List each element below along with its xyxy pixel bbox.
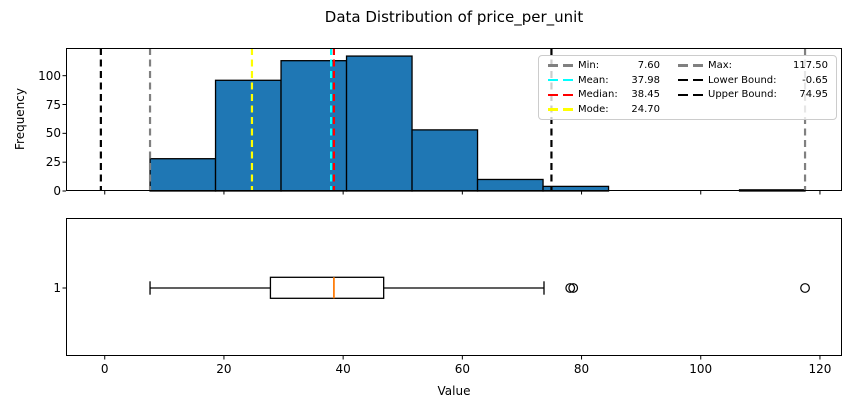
histogram-bar (280, 60, 348, 192)
legend-item-upper-bound: Upper Bound: 74.95 (678, 88, 828, 103)
legend-text: Max: 117.50 (708, 60, 828, 71)
legend-item-max: Max: 117.50 (678, 58, 828, 73)
box-y-tick-label: 1 (53, 281, 61, 295)
iqr-box (269, 276, 385, 299)
legend-text: Lower Bound: -0.65 (708, 75, 828, 86)
hist-y-tick-label: 100 (38, 68, 61, 83)
legend-label: Mode: (578, 104, 609, 116)
legend-value: 24.70 (631, 104, 660, 116)
hist-y-axis-label: Frequency (13, 88, 27, 150)
legend-dashed-line-swatch (548, 78, 573, 82)
legend-column: Max: 117.50 Lower Bound: -0.65 Upper Bound: 7… (678, 58, 828, 117)
x-tick-label: 40 (335, 362, 351, 376)
legend-value: 74.95 (799, 89, 828, 101)
legend-dashed-line-swatch (678, 64, 703, 67)
box-spines (66, 218, 842, 356)
legend-dashed-line-swatch (678, 93, 703, 97)
legend-text: Mean: 37.98 (578, 75, 660, 86)
legend-dashed-line-swatch (548, 93, 573, 97)
x-tick-label: 0 (100, 362, 109, 376)
boxplot-panel (62, 218, 842, 360)
legend-text: Median: 38.45 (578, 89, 660, 100)
hist-spines (66, 48, 842, 191)
outlier-point (565, 283, 576, 293)
legend-label: Lower Bound: (708, 74, 777, 86)
histogram-bar (345, 55, 413, 192)
legend-dashed-line-swatch (548, 64, 573, 67)
hist-y-tick-label: 25 (45, 155, 61, 170)
legend-value: -0.65 (802, 74, 828, 86)
legend-text: Mode: 24.70 (578, 104, 660, 115)
legend-item-min: Min: 7.60 (548, 58, 660, 73)
x-tick-label: 60 (454, 362, 470, 376)
legend-item-mean: Mean: 37.98 (548, 73, 660, 88)
legend-value: 7.60 (637, 59, 660, 71)
x-tick-label: 20 (216, 362, 232, 376)
hist-y-tick-label: 75 (45, 97, 61, 112)
x-tick-label: 100 (689, 362, 713, 376)
legend-item-mode: Mode: 24.70 (548, 102, 660, 117)
histogram-bar (149, 158, 217, 192)
histogram-bar (476, 178, 544, 192)
legend: Min: 7.60 Mean: 37.98 Median: 38.45 Mode: 24.70… (538, 55, 837, 120)
legend-label: Max: (708, 59, 733, 71)
legend-item-median: Median: 38.45 (548, 88, 660, 103)
outlier-point (800, 283, 810, 293)
x-tick-label: 80 (573, 362, 590, 376)
legend-value: 37.98 (631, 74, 660, 86)
legend-value: 117.50 (793, 59, 828, 71)
histogram-bar (214, 79, 282, 192)
hist-y-tick-label: 0 (53, 184, 61, 198)
legend-text: Min: 7.60 (578, 60, 660, 71)
hist-y-tick-label: 50 (45, 126, 61, 141)
legend-label: Upper Bound: (708, 89, 777, 101)
legend-label: Median: (578, 89, 618, 101)
histogram-bar (411, 129, 479, 192)
x-tick-label: 120 (808, 362, 832, 376)
legend-dashed-line-swatch (548, 108, 573, 111)
legend-value: 38.45 (631, 89, 660, 101)
x-axis-label: Value (437, 384, 471, 398)
histogram-panel (62, 48, 842, 195)
legend-label: Min: (578, 59, 600, 71)
legend-label: Mean: (578, 74, 609, 86)
chart-title: Data Distribution of price_per_unit (324, 8, 584, 26)
legend-column: Min: 7.60 Mean: 37.98 Median: 38.45 Mode: 24.70 (548, 58, 660, 117)
outlier-point (568, 283, 579, 293)
legend-dashed-line-swatch (678, 78, 703, 82)
legend-item-lower-bound: Lower Bound: -0.65 (678, 73, 828, 88)
legend-text: Upper Bound: 74.95 (708, 89, 828, 100)
